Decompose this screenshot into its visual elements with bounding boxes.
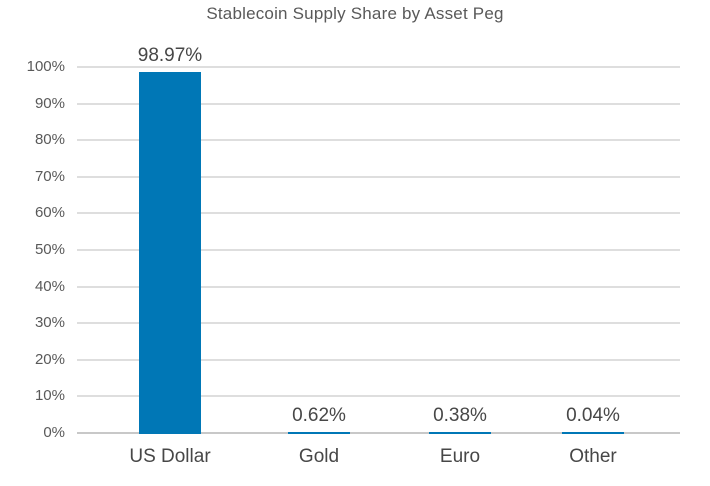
- y-axis-tick-label: 90%: [34, 94, 65, 112]
- chart-title: Stablecoin Supply Share by Asset Peg: [206, 4, 504, 23]
- value-label-gold: 0.62%: [292, 404, 346, 426]
- y-axis-tick-label: 30%: [34, 314, 65, 332]
- y-axis-tick-label: 70%: [34, 167, 65, 185]
- x-axis-line: [77, 432, 680, 434]
- y-axis-tick-label: 40%: [34, 277, 65, 295]
- bar-gold: [288, 431, 350, 434]
- y-axis-tick-label: 100%: [26, 58, 65, 75]
- y-axis-tick-label: 20%: [34, 350, 65, 368]
- gridline: [77, 249, 680, 251]
- gridline: [77, 358, 680, 361]
- bar-euro: [429, 432, 491, 434]
- gridline: [77, 175, 680, 178]
- category-label-other: Other: [569, 446, 617, 467]
- y-axis-tick-label: 60%: [34, 204, 65, 222]
- category-label-gold: Gold: [298, 446, 340, 467]
- gridline: [77, 395, 680, 398]
- gridline: [77, 139, 680, 142]
- value-label-euro: 0.38%: [433, 405, 487, 426]
- value-label-other: 0.04%: [566, 405, 620, 426]
- value-label-us-dollar: 98.97%: [137, 44, 203, 66]
- bar-other: [562, 432, 624, 434]
- y-axis-tick-label: 80%: [34, 131, 65, 149]
- category-label-euro: Euro: [439, 446, 481, 467]
- gridline: [77, 66, 680, 68]
- gridline: [77, 212, 680, 215]
- gridline: [77, 102, 680, 105]
- y-axis-tick-label: 50%: [34, 241, 65, 258]
- y-axis-tick-label: 10%: [34, 387, 65, 405]
- gridline: [77, 322, 680, 325]
- y-axis-tick-label: 0%: [43, 424, 65, 441]
- category-label-us-dollar: US Dollar: [129, 446, 211, 467]
- gridline: [77, 285, 680, 288]
- bar-us-dollar: [139, 71, 201, 434]
